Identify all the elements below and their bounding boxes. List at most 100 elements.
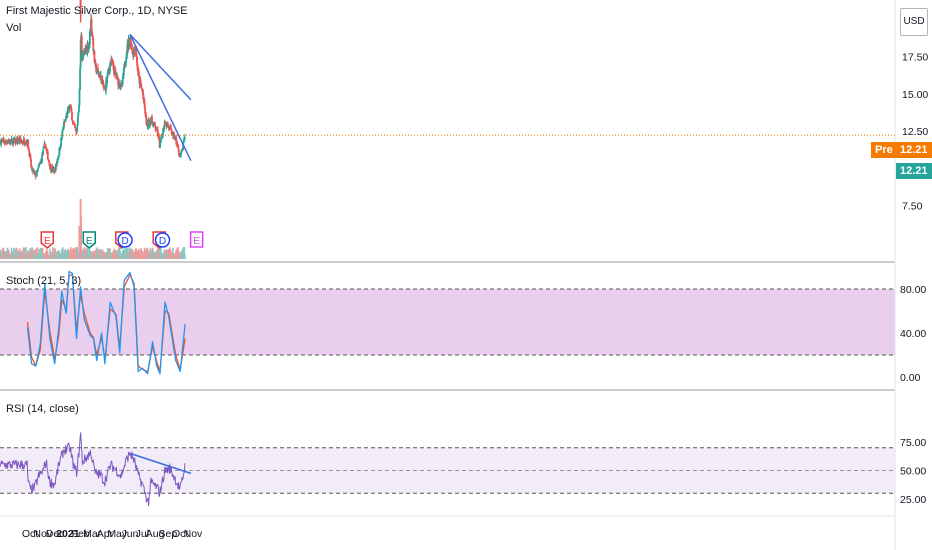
candle-body <box>59 148 61 150</box>
candle-body <box>41 154 43 163</box>
event-label: E <box>86 236 93 247</box>
candle-body <box>39 162 42 164</box>
volume-bar <box>23 247 25 259</box>
candle-body <box>10 140 12 143</box>
volume-bar <box>64 249 66 259</box>
candle-body <box>135 53 138 58</box>
candle-body <box>82 55 85 57</box>
candle-body <box>99 75 102 78</box>
candle-body <box>29 155 32 160</box>
time-tick-label: Oct <box>22 528 38 540</box>
time-tick-label: Feb <box>72 528 90 540</box>
time-tick-label: Nov <box>33 528 52 540</box>
time-tick-label: Apr <box>97 528 114 540</box>
time-tick-label: Nov <box>184 528 203 540</box>
event-earnings-marker[interactable]: E <box>40 231 55 249</box>
candle-body <box>143 100 146 109</box>
volume-bar <box>36 247 39 259</box>
candle-body <box>64 120 66 122</box>
candle-body <box>160 134 163 140</box>
price-candles <box>0 0 186 180</box>
candle-body <box>2 138 5 141</box>
price-tick-label: 12.50 <box>902 126 928 138</box>
volume-bar <box>172 247 174 259</box>
candle-body <box>140 83 143 87</box>
rsi-tick-label: 25.00 <box>900 494 926 506</box>
candle-body <box>68 105 71 112</box>
candle-body <box>167 126 170 128</box>
candle-body <box>47 159 50 161</box>
candle-body <box>90 19 93 32</box>
candle-body <box>182 139 185 143</box>
volume-bar <box>2 247 5 259</box>
candle-body <box>3 140 5 143</box>
price-trendlines <box>129 33 192 161</box>
candle-body <box>112 62 114 65</box>
price-tick-label: 15.00 <box>902 89 928 101</box>
volume-bar <box>94 249 97 259</box>
candle-body <box>175 137 178 145</box>
volume-bar <box>165 249 168 259</box>
candle-body <box>4 140 7 142</box>
candle-body <box>6 142 9 144</box>
candle-body <box>183 137 186 141</box>
candle-body <box>34 172 37 178</box>
event-future_earnings-marker[interactable]: E <box>189 231 204 248</box>
candle-body <box>168 126 171 130</box>
candle-body <box>62 128 65 130</box>
time-tick-label: Jun <box>122 528 139 540</box>
event-dividend-marker[interactable]: D <box>154 232 171 248</box>
price-tick-label: 7.50 <box>902 200 923 212</box>
event-split-marker[interactable]: E <box>82 231 97 249</box>
rsi-line <box>0 432 186 507</box>
event-label: D <box>159 236 166 247</box>
earnings-icon <box>189 231 204 248</box>
event-dividend-marker[interactable]: D <box>117 232 133 248</box>
candle-body <box>139 79 142 84</box>
candle-body <box>136 65 139 71</box>
candle-body <box>125 51 128 59</box>
volume-bar <box>136 250 138 259</box>
price-axis-labels: 22.5020.0017.5015.0012.5010.007.5080.004… <box>900 15 928 507</box>
currency-button[interactable]: USD <box>900 8 928 36</box>
price-tick-label: 17.50 <box>902 52 928 64</box>
candle-body <box>70 107 73 113</box>
candle-body <box>159 141 162 148</box>
candle-body <box>83 49 86 51</box>
candle-body <box>45 147 47 149</box>
candle-body <box>0 141 3 145</box>
candle-body <box>156 130 159 137</box>
volume-bar <box>164 250 167 259</box>
candle-body <box>135 46 137 55</box>
candle-body <box>37 168 39 171</box>
candle-body <box>114 72 117 76</box>
candle-body <box>148 121 151 126</box>
candle-body <box>161 135 164 137</box>
time-tick-label: May <box>107 528 128 540</box>
candle-body <box>116 77 119 79</box>
volume-bar <box>108 248 110 259</box>
volume-bar <box>126 248 129 259</box>
rsi-tick-label: 75.00 <box>900 437 926 449</box>
time-tick-label: Mar <box>83 528 102 540</box>
candle-body <box>75 128 77 132</box>
candle-body <box>97 67 99 71</box>
candle-body <box>58 148 61 156</box>
candle-body <box>177 147 180 153</box>
candle-body <box>105 80 107 92</box>
time-tick-label: Dec <box>46 528 65 540</box>
candle-body <box>76 117 79 126</box>
candle-body <box>57 156 60 160</box>
candle-body <box>27 140 30 149</box>
candle-body <box>101 80 103 85</box>
volume-spike <box>78 226 81 259</box>
time-tick-label: Sep <box>159 528 178 540</box>
candle-body <box>61 129 64 132</box>
last-price-tag: 12.21 <box>896 163 932 179</box>
candle-body <box>64 118 67 120</box>
candle-body <box>38 163 41 165</box>
rsi-legend: RSI (14, close) <box>6 403 79 415</box>
event-markers[interactable]: EEEDEDE <box>40 231 204 249</box>
volume-bar <box>102 251 105 259</box>
